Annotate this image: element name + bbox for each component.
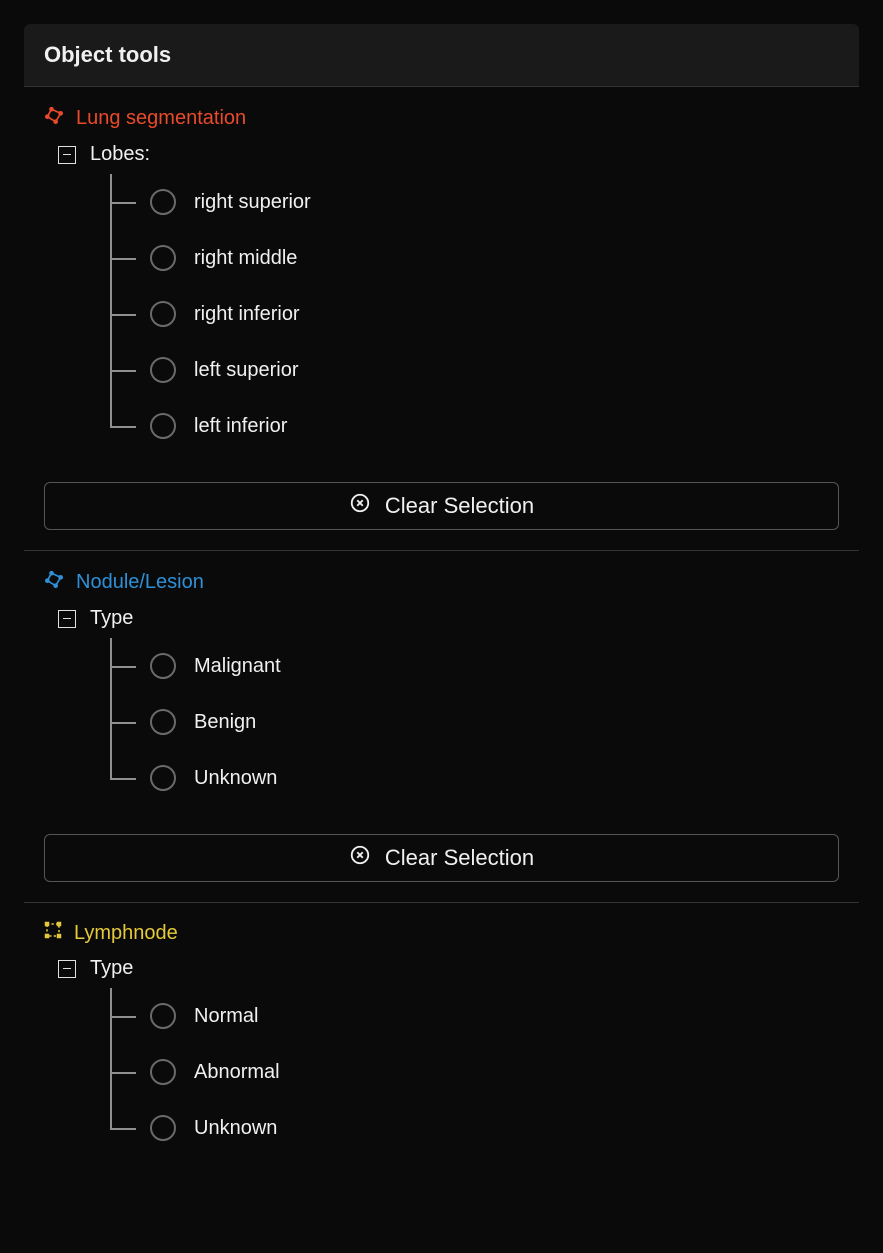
bbox-icon <box>44 921 62 945</box>
option-label: right middle <box>194 247 297 270</box>
collapse-icon[interactable] <box>58 610 76 628</box>
option-tree: Malignant Benign Unknown <box>24 638 859 806</box>
clear-label: Clear Selection <box>385 493 534 519</box>
option-label: left inferior <box>194 415 287 438</box>
option-lung-2[interactable]: right inferior <box>110 286 859 342</box>
option-lung-4[interactable]: left inferior <box>110 398 859 454</box>
section-nodule: Nodule/Lesion Type Malignant Benign Unkn… <box>24 551 859 903</box>
group-row[interactable]: Type <box>24 957 859 988</box>
clear-label: Clear Selection <box>385 845 534 871</box>
option-label: right superior <box>194 191 311 214</box>
group-label: Type <box>90 957 133 980</box>
option-lymph-0[interactable]: Normal <box>110 988 859 1044</box>
polygon-icon <box>44 105 64 131</box>
option-lung-1[interactable]: right middle <box>110 230 859 286</box>
clear-selection-button[interactable]: Clear Selection <box>44 834 839 882</box>
option-label: Abnormal <box>194 1061 280 1084</box>
radio-icon <box>150 301 176 327</box>
section-title-text: Nodule/Lesion <box>76 571 204 594</box>
radio-icon <box>150 653 176 679</box>
panel-header: Object tools <box>24 24 859 87</box>
option-label: Unknown <box>194 767 277 790</box>
radio-icon <box>150 1003 176 1029</box>
radio-icon <box>150 765 176 791</box>
radio-icon <box>150 245 176 271</box>
section-title-row[interactable]: Lung segmentation <box>24 105 859 143</box>
collapse-icon[interactable] <box>58 146 76 164</box>
group-label: Type <box>90 607 133 630</box>
radio-icon <box>150 189 176 215</box>
close-circle-icon <box>349 492 371 520</box>
option-nodule-2[interactable]: Unknown <box>110 750 859 806</box>
option-label: Malignant <box>194 655 281 678</box>
option-label: Normal <box>194 1005 258 1028</box>
option-lymph-2[interactable]: Unknown <box>110 1100 859 1156</box>
panel-title: Object tools <box>44 42 171 67</box>
option-lung-0[interactable]: right superior <box>110 174 859 230</box>
section-title-text: Lung segmentation <box>76 107 246 130</box>
close-circle-icon <box>349 844 371 872</box>
radio-icon <box>150 709 176 735</box>
polygon-icon <box>44 569 64 595</box>
option-lung-3[interactable]: left superior <box>110 342 859 398</box>
section-title-row[interactable]: Nodule/Lesion <box>24 569 859 607</box>
option-label: left superior <box>194 359 299 382</box>
collapse-icon[interactable] <box>58 960 76 978</box>
option-tree: Normal Abnormal Unknown <box>24 988 859 1156</box>
radio-icon <box>150 413 176 439</box>
clear-selection-button[interactable]: Clear Selection <box>44 482 839 530</box>
section-title-row[interactable]: Lymphnode <box>24 921 859 957</box>
option-nodule-0[interactable]: Malignant <box>110 638 859 694</box>
option-tree: right superior right middle right inferi… <box>24 174 859 454</box>
group-row[interactable]: Type <box>24 607 859 638</box>
option-lymph-1[interactable]: Abnormal <box>110 1044 859 1100</box>
section-lung: Lung segmentation Lobes: right superior … <box>24 87 859 551</box>
option-nodule-1[interactable]: Benign <box>110 694 859 750</box>
radio-icon <box>150 1059 176 1085</box>
group-row[interactable]: Lobes: <box>24 143 859 174</box>
option-label: Unknown <box>194 1117 277 1140</box>
group-label: Lobes: <box>90 143 150 166</box>
radio-icon <box>150 357 176 383</box>
section-lymph: Lymphnode Type Normal Abnormal Unknown <box>24 903 859 1156</box>
option-label: Benign <box>194 711 256 734</box>
radio-icon <box>150 1115 176 1141</box>
option-label: right inferior <box>194 303 300 326</box>
section-title-text: Lymphnode <box>74 922 178 945</box>
